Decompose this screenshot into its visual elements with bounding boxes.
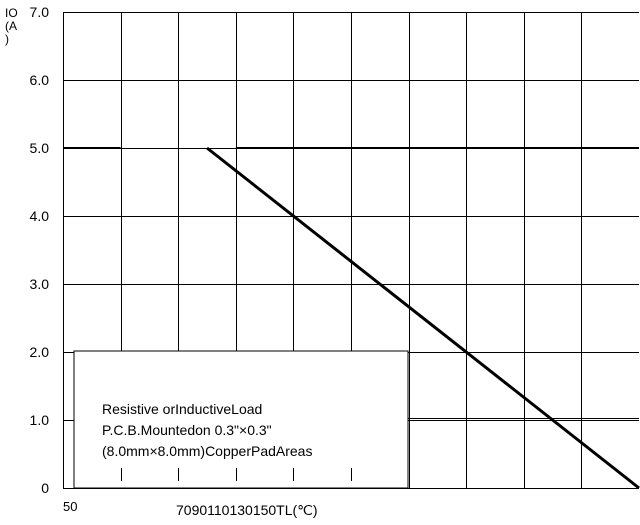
y-axis-label-line-2: (A bbox=[5, 19, 17, 33]
annotation-line-1: Resistive orInductiveLoad bbox=[102, 401, 262, 417]
y-tick-label: 0 bbox=[41, 480, 49, 496]
annotation-line-3: (8.0mm×8.0mm)CopperPadAreas bbox=[102, 443, 312, 459]
y-tick-label: 1.0 bbox=[30, 412, 50, 428]
plot-frame bbox=[63, 12, 639, 489]
y-axis-label-line-1: IO bbox=[5, 6, 18, 20]
x-tick-label-left: 50 bbox=[63, 499, 77, 514]
annotation-line-2: P.C.B.Mountedon 0.3"×0.3" bbox=[102, 422, 272, 438]
y-tick-label: 5.0 bbox=[30, 140, 50, 156]
x-tick-labels-group: 7090110130150TL(℃) bbox=[176, 502, 318, 518]
y-tick-label: 7.0 bbox=[30, 4, 50, 20]
annotation-box-ticks bbox=[121, 418, 639, 481]
series bbox=[63, 146, 640, 490]
y-tick-label: 4.0 bbox=[30, 208, 50, 224]
annotation-box bbox=[73, 350, 409, 489]
series-derating-line bbox=[206, 146, 640, 490]
y-tick-labels: 7.0 6.0 5.0 4.0 3.0 2.0 1.0 0 bbox=[30, 4, 50, 496]
y-tick-label: 2.0 bbox=[30, 344, 50, 360]
y-tick-label: 6.0 bbox=[30, 72, 50, 88]
y-tick-label: 3.0 bbox=[30, 276, 50, 292]
y-axis-label-line-3: ) bbox=[5, 32, 9, 46]
